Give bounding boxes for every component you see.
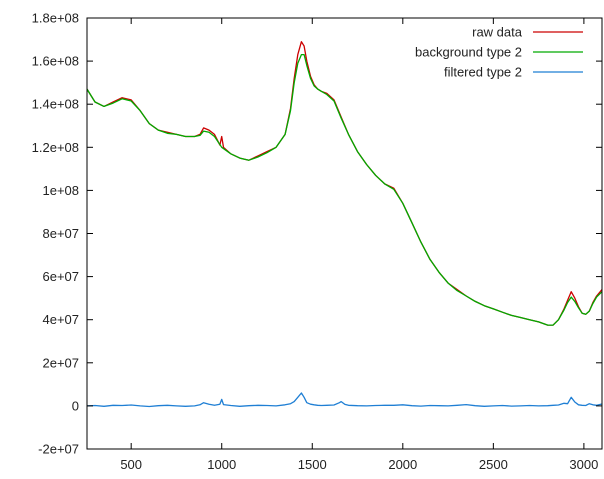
y-tick-label: 1.6e+08: [32, 54, 79, 69]
axis-layer: -2e+07 0 2e+07 4e+07 6e+07 8e+07 1e+08 1.2e+08 1…: [32, 11, 602, 472]
y-tick-label: 1.8e+08: [32, 11, 79, 26]
x-tick-label: 2000: [388, 457, 417, 472]
legend-label-2: background type 2: [415, 45, 522, 60]
y-tick-label: 8e+07: [42, 226, 79, 241]
legend-label-3: filtered type 2: [444, 65, 522, 80]
y-tick-label: 4e+07: [42, 312, 79, 327]
y-tick-label: 6e+07: [42, 269, 79, 284]
x-tick-label: 1500: [298, 457, 327, 472]
y-tick-label: -2e+07: [38, 442, 79, 457]
series-line-2: [86, 53, 603, 326]
series-layer: [86, 41, 603, 408]
series-line-3: [86, 392, 603, 408]
x-tick-label: 1000: [207, 457, 236, 472]
x-tick-label: 500: [120, 457, 142, 472]
legend: raw data background type 2 filtered type 2: [415, 25, 583, 80]
y-tick-label: 1.4e+08: [32, 97, 79, 112]
y-tick-label: 1.2e+08: [32, 140, 79, 155]
y-tick-label: 2e+07: [42, 355, 79, 370]
legend-label-1: raw data: [472, 25, 523, 40]
x-tick-label: 3000: [569, 457, 598, 472]
y-tick-label: 1e+08: [42, 183, 79, 198]
x-tick-label: 2500: [479, 457, 508, 472]
y-tick-label: 0: [72, 398, 79, 413]
